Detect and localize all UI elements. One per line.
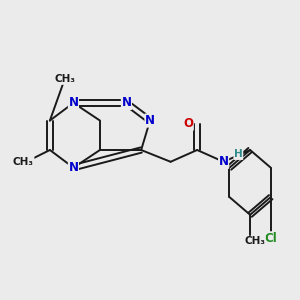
Text: O: O xyxy=(183,117,193,130)
Text: N: N xyxy=(68,161,78,174)
Text: CH₃: CH₃ xyxy=(13,157,34,167)
Text: N: N xyxy=(145,114,155,127)
Text: Cl: Cl xyxy=(264,232,277,245)
Text: N: N xyxy=(68,96,78,110)
Text: N: N xyxy=(122,96,131,110)
Text: CH₃: CH₃ xyxy=(244,236,265,246)
Text: N: N xyxy=(219,155,229,168)
Text: CH₃: CH₃ xyxy=(54,74,75,84)
Text: H: H xyxy=(234,149,243,159)
